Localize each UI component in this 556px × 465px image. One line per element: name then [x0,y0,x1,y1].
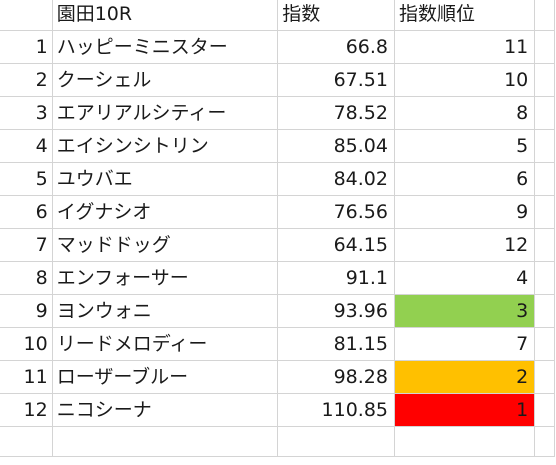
rank-value-cell[interactable]: 2 [394,360,536,394]
horse-name-cell[interactable]: ハッピーミニスター [52,30,279,64]
horse-name-cell[interactable]: エイシンシトリン [52,129,279,163]
empty-cell[interactable] [534,30,555,64]
empty-cell[interactable] [534,0,555,31]
horse-name-cell[interactable]: マッドドッグ [52,228,279,262]
header-rank-cell[interactable]: 指数順位 [394,0,536,31]
index-value-cell[interactable]: 66.8 [277,30,395,64]
table-row: 1 ハッピーミニスター 66.8 11 [0,30,555,64]
table-row: 11 ローザーブルー 98.28 2 [0,360,555,394]
empty-cell[interactable] [534,294,555,328]
index-value-cell[interactable]: 78.52 [277,96,395,130]
row-number-cell[interactable]: 11 [0,360,53,394]
table-row: 10 リードメロディー 81.15 7 [0,327,555,361]
rank-value-cell[interactable]: 11 [394,30,536,64]
empty-cell[interactable] [534,96,555,130]
empty-cell[interactable] [534,228,555,262]
rank-value-cell[interactable]: 10 [394,63,536,97]
horse-name-cell[interactable]: ヨンウォニ [52,294,279,328]
rank-value-cell[interactable]: 3 [394,294,536,328]
empty-cell[interactable] [534,393,555,427]
table-row: 7 マッドドッグ 64.15 12 [0,228,555,262]
table-row: 8 エンフォーサー 91.1 4 [0,261,555,295]
index-value-cell[interactable]: 98.28 [277,360,395,394]
horse-name-cell[interactable]: ニコシーナ [52,393,279,427]
empty-cell[interactable] [277,426,395,457]
row-number-cell[interactable]: 5 [0,162,53,196]
table-row: 5 ユウバエ 84.02 6 [0,162,555,196]
index-value-cell[interactable]: 84.02 [277,162,395,196]
rank-value-cell[interactable]: 7 [394,327,536,361]
table-row: 6 イグナシオ 76.56 9 [0,195,555,229]
horse-name-cell[interactable]: エアリアルシティー [52,96,279,130]
empty-cell[interactable] [534,195,555,229]
row-number-cell[interactable]: 8 [0,261,53,295]
header-race-name-cell[interactable]: 園田10R [52,0,279,31]
table-row: 4 エイシンシトリン 85.04 5 [0,129,555,163]
index-value-cell[interactable]: 93.96 [277,294,395,328]
row-number-cell[interactable]: 10 [0,327,53,361]
rank-value-cell[interactable]: 6 [394,162,536,196]
rank-value-cell[interactable]: 4 [394,261,536,295]
row-number-cell[interactable]: 9 [0,294,53,328]
horse-name-cell[interactable]: エンフォーサー [52,261,279,295]
index-value-cell[interactable]: 85.04 [277,129,395,163]
horse-name-cell[interactable]: クーシェル [52,63,279,97]
horse-name-cell[interactable]: ユウバエ [52,162,279,196]
empty-cell[interactable] [534,360,555,394]
row-number-cell[interactable]: 6 [0,195,53,229]
rank-value-cell[interactable]: 12 [394,228,536,262]
empty-cell[interactable] [394,426,536,457]
empty-cell[interactable] [534,261,555,295]
table-row: 3 エアリアルシティー 78.52 8 [0,96,555,130]
horse-name-cell[interactable]: リードメロディー [52,327,279,361]
empty-cell[interactable] [52,426,279,457]
header-row-number-cell[interactable] [0,0,53,31]
row-number-cell[interactable]: 4 [0,129,53,163]
rank-value-cell[interactable]: 1 [394,393,536,427]
row-number-cell[interactable]: 7 [0,228,53,262]
index-value-cell[interactable]: 67.51 [277,63,395,97]
row-number-cell[interactable]: 12 [0,393,53,427]
index-value-cell[interactable]: 64.15 [277,228,395,262]
index-value-cell[interactable]: 110.85 [277,393,395,427]
empty-cell[interactable] [534,426,555,457]
table-row: 2 クーシェル 67.51 10 [0,63,555,97]
empty-cell[interactable] [534,129,555,163]
empty-cell[interactable] [0,426,53,457]
empty-cell[interactable] [534,327,555,361]
empty-row [0,426,555,457]
empty-cell[interactable] [534,162,555,196]
row-number-cell[interactable]: 1 [0,30,53,64]
horse-name-cell[interactable]: イグナシオ [52,195,279,229]
row-number-cell[interactable]: 3 [0,96,53,130]
table-row: 12 ニコシーナ 110.85 1 [0,393,555,427]
rank-value-cell[interactable]: 9 [394,195,536,229]
index-value-cell[interactable]: 76.56 [277,195,395,229]
index-value-cell[interactable]: 91.1 [277,261,395,295]
header-index-cell[interactable]: 指数 [277,0,395,31]
row-number-cell[interactable]: 2 [0,63,53,97]
horse-name-cell[interactable]: ローザーブルー [52,360,279,394]
table-row: 9 ヨンウォニ 93.96 3 [0,294,555,328]
empty-cell[interactable] [534,63,555,97]
rank-value-cell[interactable]: 5 [394,129,536,163]
index-value-cell[interactable]: 81.15 [277,327,395,361]
rank-value-cell[interactable]: 8 [394,96,536,130]
header-row: 園田10R 指数 指数順位 [0,0,555,31]
